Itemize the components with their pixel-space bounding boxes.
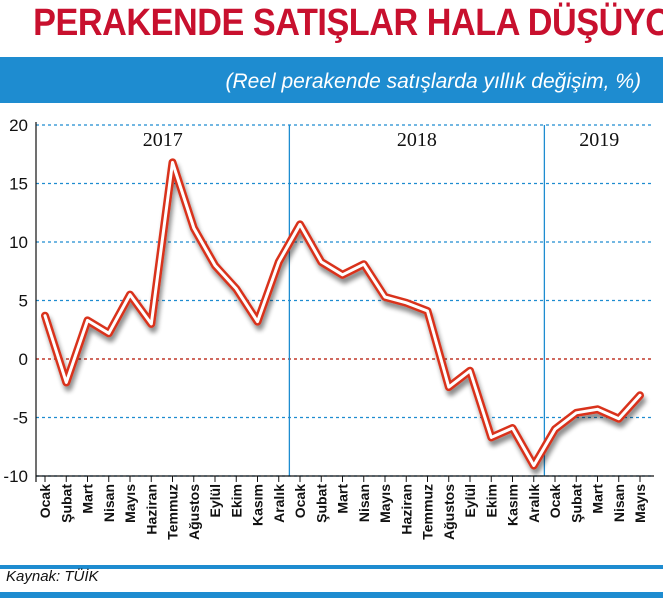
data-point <box>488 434 494 440</box>
data-point <box>276 259 282 265</box>
x-tick-label: Şubat <box>58 484 74 523</box>
x-tick-label: Nisan <box>101 484 117 522</box>
x-tick-label: Mayıs <box>632 484 648 523</box>
series-line-highlight <box>43 160 642 467</box>
x-tick-label: Nisan <box>611 484 627 522</box>
data-point <box>340 272 346 278</box>
label-layer: 20 15 10 5 0 -5 -10 2017 2018 2019 Ocak Şubat Mart Ni… <box>3 116 648 540</box>
data-point <box>595 406 601 412</box>
year-label: 2017 <box>143 129 183 151</box>
data-point <box>148 321 154 327</box>
x-tick-label: Aralık <box>526 484 542 523</box>
y-tick-label: 20 <box>9 116 28 135</box>
x-tick-label: Şubat <box>568 484 584 523</box>
y-tick-label: -10 <box>3 467 28 486</box>
x-tick-label: Mart <box>335 484 351 514</box>
data-point <box>63 379 69 385</box>
x-tick-label: Kasım <box>250 484 266 526</box>
data-point <box>42 313 48 319</box>
axis-layer <box>35 122 654 482</box>
x-tick-label: Kasım <box>505 484 521 526</box>
data-point <box>637 392 643 398</box>
x-tick-label: Ekim <box>228 484 244 517</box>
source-divider <box>0 565 663 569</box>
x-tick-label: Ağustos <box>441 484 457 540</box>
data-point <box>510 425 516 431</box>
data-point <box>85 317 91 323</box>
y-tick-label: 0 <box>19 350 28 369</box>
x-tick-label: Temmuz <box>420 484 436 540</box>
x-tick-label: Eylül <box>462 484 478 517</box>
data-point <box>403 300 409 306</box>
x-tick-label: Ocak <box>37 484 53 518</box>
x-tick-label: Ocak <box>292 484 308 518</box>
bottom-bar <box>0 592 663 598</box>
data-point <box>106 330 112 336</box>
x-tick-label: Ocak <box>547 484 563 518</box>
title-divider <box>0 57 663 63</box>
y-tick-label: -5 <box>13 409 28 428</box>
data-point <box>170 159 176 165</box>
chart-subtitle: (Reel perakende satışlarda yıllık değişi… <box>225 70 641 93</box>
x-tick-label: Mart <box>80 484 96 514</box>
series-line <box>41 158 644 470</box>
data-point <box>233 286 239 292</box>
data-point <box>212 262 218 268</box>
source-note: Kaynak: TÜİK <box>6 568 99 585</box>
x-tick-label: Haziran <box>398 484 414 535</box>
data-point <box>361 261 367 267</box>
series-layer <box>41 158 644 470</box>
line-chart: 20 15 10 5 0 -5 -10 2017 2018 2019 Ocak Şubat Mart Ni… <box>3 116 654 540</box>
data-point <box>616 416 622 422</box>
year-label: 2018 <box>397 129 437 151</box>
data-point <box>425 308 431 314</box>
data-point <box>318 259 324 265</box>
x-tick-label: Mayıs <box>122 484 138 523</box>
data-point <box>552 426 558 432</box>
x-tick-label: Şubat <box>313 484 329 523</box>
data-point <box>255 319 261 325</box>
chart-title: PERAKENDE SATIŞLAR HALA DÜŞÜYOR <box>33 2 663 44</box>
y-tick-label: 10 <box>9 233 28 252</box>
data-point <box>573 410 579 416</box>
data-point <box>531 462 537 468</box>
data-point <box>446 384 452 390</box>
data-point <box>467 368 473 374</box>
x-tick-label: Haziran <box>143 484 159 535</box>
x-tick-label: Eylül <box>207 484 223 517</box>
data-point <box>191 225 197 231</box>
y-tick-label: 15 <box>9 175 28 194</box>
x-tick-label: Mayıs <box>377 484 393 523</box>
x-tick-label: Nisan <box>356 484 372 522</box>
series-line-group <box>41 158 644 470</box>
x-tick-label: Ekim <box>483 484 499 517</box>
x-tick-label: Mart <box>590 484 606 514</box>
x-tick-label: Aralık <box>271 484 287 523</box>
x-tick-label: Temmuz <box>165 484 181 540</box>
data-point <box>382 294 388 300</box>
year-label: 2019 <box>579 129 619 151</box>
data-point <box>297 221 303 227</box>
data-point <box>127 292 133 298</box>
subtitle-bar: (Reel perakende satışlarda yıllık değişi… <box>0 63 663 103</box>
y-tick-label: 5 <box>19 292 28 311</box>
x-tick-label: Ağustos <box>186 484 202 540</box>
